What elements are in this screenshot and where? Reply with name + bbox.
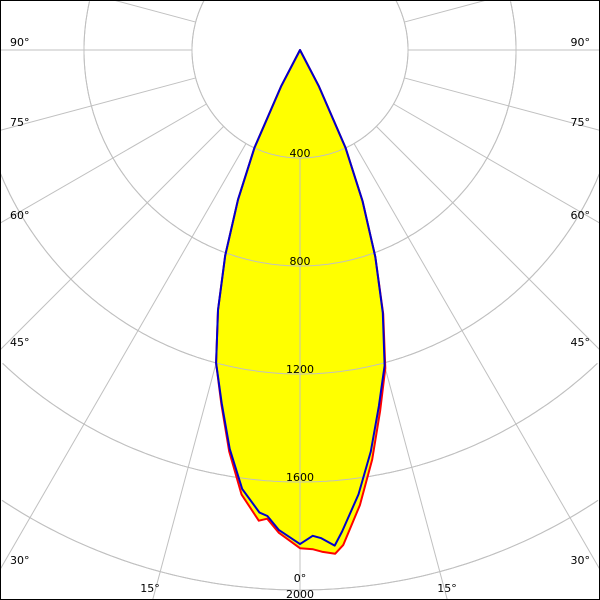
- angle-label-left: 75°: [10, 116, 30, 129]
- spoke--105: [113, 0, 196, 23]
- spoke-60: [393, 103, 600, 224]
- spoke-30: [353, 143, 600, 570]
- spoke--75: [0, 77, 196, 131]
- ring-overlay: [0, 173, 600, 375]
- angle-label-right: 75°: [571, 116, 591, 129]
- spoke--60: [0, 103, 207, 224]
- radial-tick-label: 800: [290, 255, 311, 268]
- series-lines: [215, 49, 387, 555]
- ring-overlay: [191, 0, 409, 159]
- angle-label-left: 30°: [10, 554, 30, 567]
- series-line-1: [215, 49, 386, 547]
- radial-tick-label: 1200: [286, 363, 314, 376]
- spoke-45: [376, 126, 600, 351]
- spoke-105: [404, 0, 487, 23]
- labels: 400 800 1200 1600 2000 90° 75° 60° 45° 30° 90° 75° 6…: [10, 36, 590, 600]
- angle-label-left: 15°: [140, 582, 160, 595]
- spoke-75: [404, 77, 600, 131]
- angle-label-right: 30°: [571, 554, 591, 567]
- angle-label-right: 15°: [437, 582, 457, 595]
- radial-tick-label: 400: [290, 147, 311, 160]
- ring-overlay: [2, 363, 598, 483]
- radial-tick-label: 1600: [286, 471, 314, 484]
- angle-label-left: 45°: [10, 336, 30, 349]
- radial-tick-label: 2000: [286, 588, 314, 600]
- ring-overlay: [1, 499, 599, 591]
- angle-label-zero: 0°: [294, 572, 307, 585]
- angle-label-right: 90°: [571, 36, 591, 49]
- spoke--30: [0, 143, 247, 570]
- angle-label-right: 45°: [571, 336, 591, 349]
- ring-overlay: [83, 1, 517, 267]
- angle-label-right: 60°: [571, 209, 591, 222]
- spoke--45: [0, 126, 224, 351]
- angle-label-left: 60°: [10, 209, 30, 222]
- angle-label-left: 90°: [10, 36, 30, 49]
